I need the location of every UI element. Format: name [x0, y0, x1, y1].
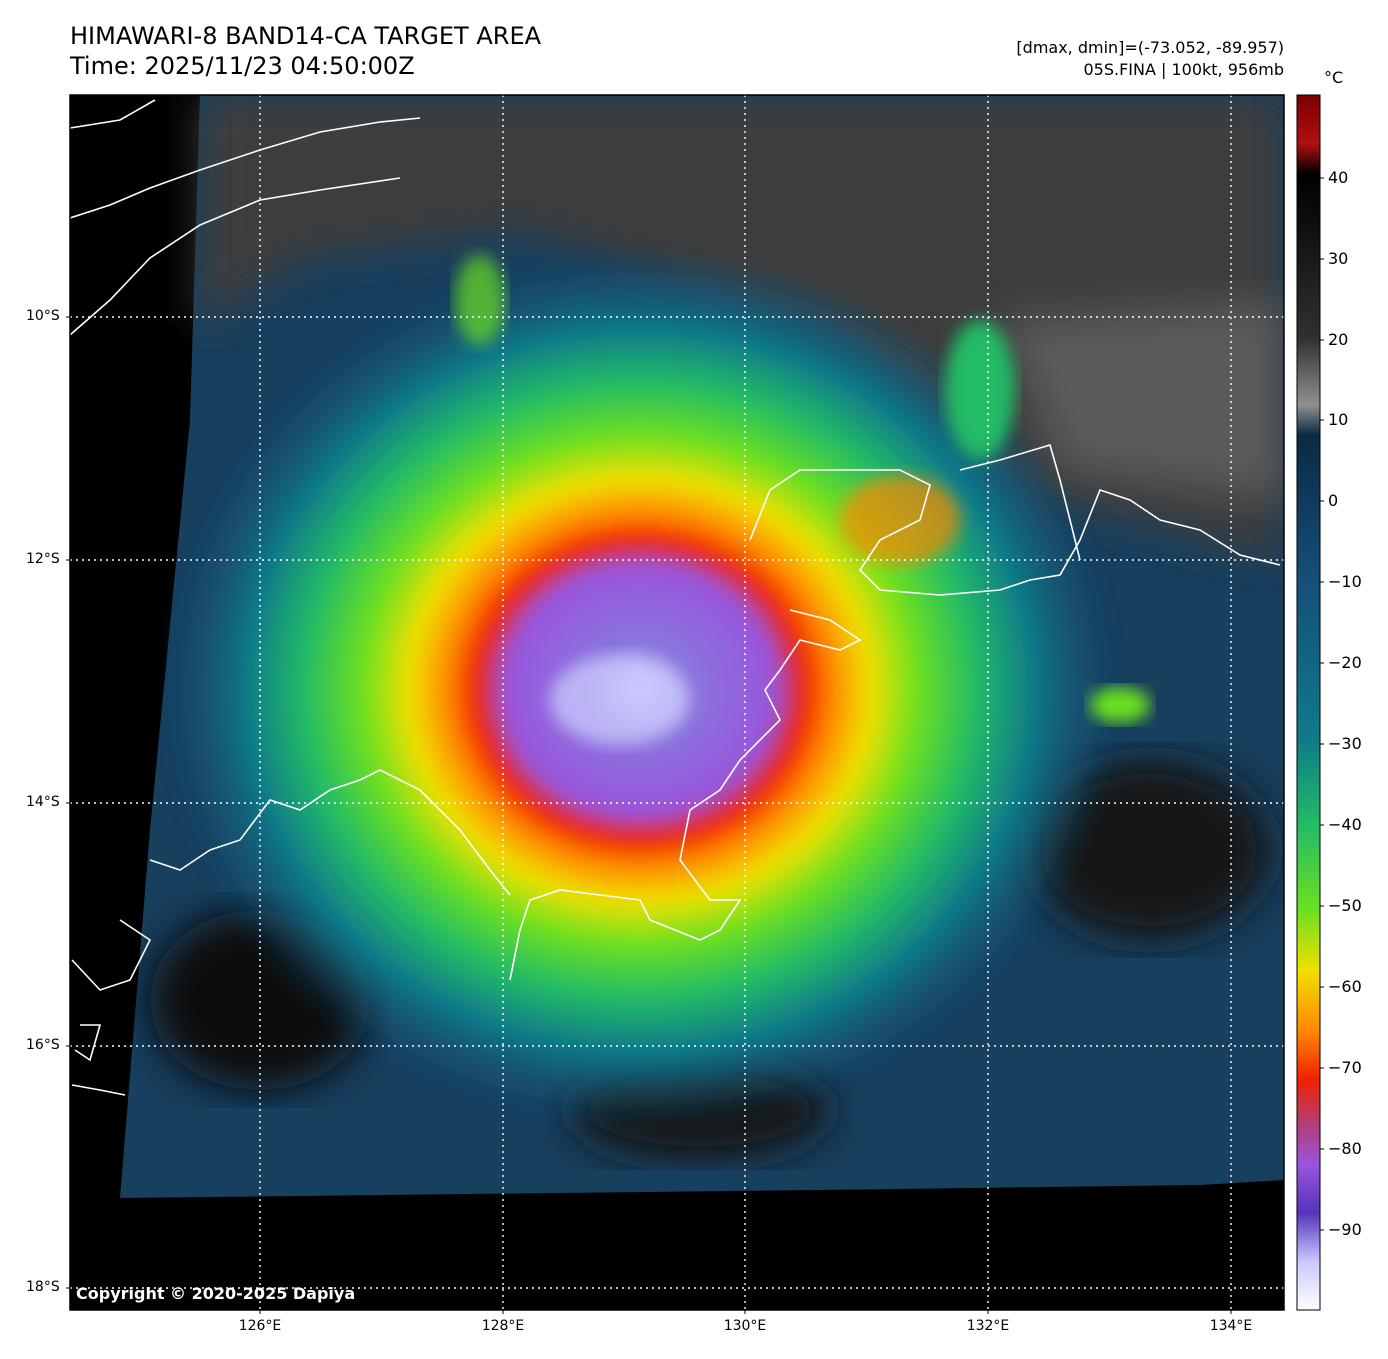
- axis-ticks: [66, 316, 1232, 1314]
- colorbar-tick-label: −50: [1328, 896, 1362, 915]
- colorbar-tick-label: 40: [1328, 168, 1349, 187]
- lon-label-128e: 128°E: [481, 1318, 525, 1334]
- colorbar-tick-label: 0: [1328, 491, 1339, 510]
- lat-label-10s: 10°S: [26, 308, 60, 324]
- copyright-text: Copyright © 2020-2025 Dapiya: [76, 1284, 356, 1303]
- colorbar-tick-label: −70: [1328, 1058, 1362, 1077]
- colorbar-tick-label: −90: [1328, 1220, 1362, 1239]
- colorbar-tick-label: −30: [1328, 734, 1362, 753]
- graticule: [70, 95, 1284, 1310]
- lat-label-14s: 14°S: [26, 794, 60, 810]
- chart-title: HIMAWARI-8 BAND14-CA TARGET AREA: [70, 22, 542, 50]
- colorbar-tick-label: −40: [1328, 815, 1362, 834]
- colorbar: [1296, 94, 1321, 1311]
- colorbar-tick-label: −80: [1328, 1139, 1362, 1158]
- colorbar-tick-label: 20: [1328, 330, 1349, 349]
- coastlines: [70, 99, 1281, 1096]
- lat-label-18s: 18°S: [26, 1279, 60, 1295]
- colorbar-tick-label: −60: [1328, 977, 1362, 996]
- colorbar-tick-label: −10: [1328, 572, 1362, 591]
- colorbar-tick-label: −20: [1328, 653, 1362, 672]
- lat-label-16s: 16°S: [26, 1037, 60, 1053]
- map-frame: [69, 94, 1285, 1311]
- colorbar-tick-label: 10: [1328, 410, 1349, 429]
- colorbar-tick-label: 30: [1328, 249, 1349, 268]
- lon-label-132e: 132°E: [966, 1318, 1010, 1334]
- lat-label-12s: 12°S: [26, 551, 60, 567]
- chart-time: Time: 2025/11/23 04:50:00Z: [70, 52, 415, 80]
- dmax-dmin-info: [dmax, dmin]=(-73.052, -89.957): [1016, 38, 1284, 57]
- lon-label-130e: 130°E: [723, 1318, 767, 1334]
- storm-info: 05S.FINA | 100kt, 956mb: [1083, 60, 1284, 79]
- lon-label-126e: 126°E: [238, 1318, 282, 1334]
- lon-label-134e: 134°E: [1209, 1318, 1253, 1334]
- ir-imagery: [70, 95, 1284, 1310]
- colorbar-unit: °C: [1324, 68, 1344, 87]
- colorbar-ticks: [1320, 177, 1324, 1231]
